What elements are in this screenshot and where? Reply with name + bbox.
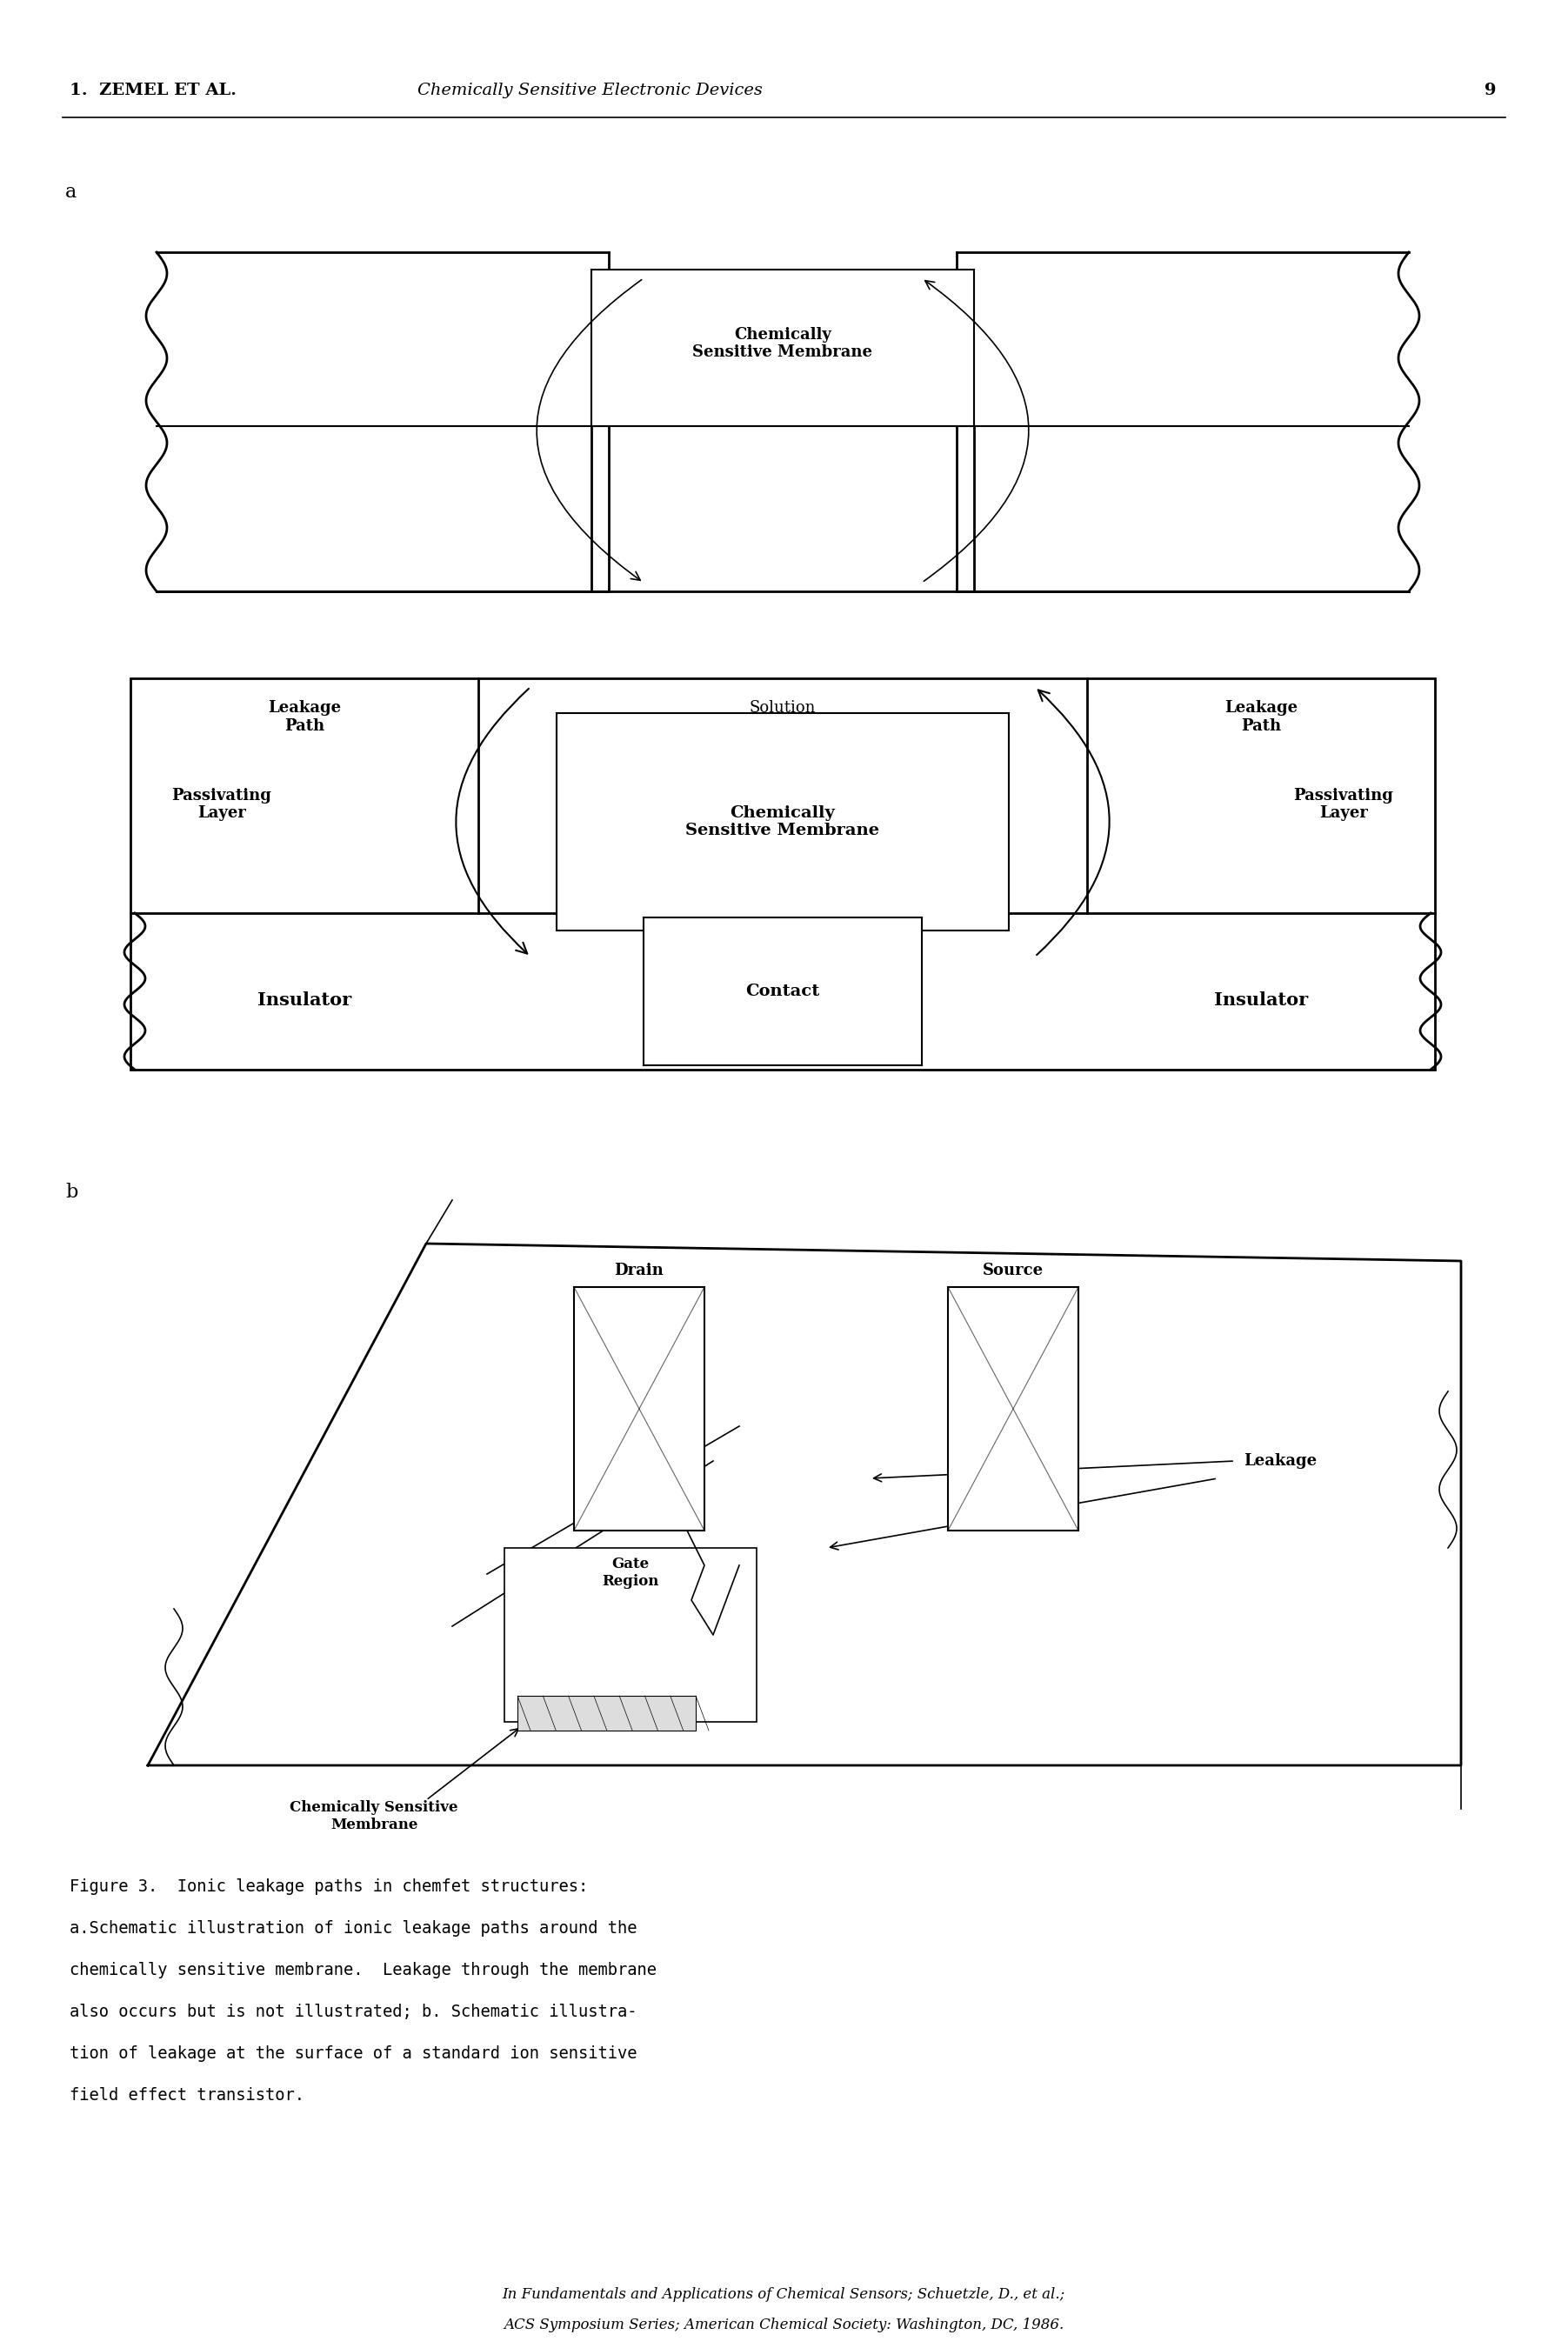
Text: Leakage: Leakage xyxy=(1243,1453,1317,1470)
Text: Chemically
Sensitive Membrane: Chemically Sensitive Membrane xyxy=(685,805,880,838)
Text: Insulator: Insulator xyxy=(1214,991,1308,1010)
Bar xyxy=(505,1547,757,1721)
Bar xyxy=(949,1287,1079,1531)
Bar xyxy=(130,679,1435,1071)
Text: Passivating
Layer: Passivating Layer xyxy=(1294,787,1394,822)
Text: tion of leakage at the surface of a standard ion sensitive: tion of leakage at the surface of a stan… xyxy=(69,2045,637,2062)
Bar xyxy=(517,1695,696,1730)
Text: Figure 3.  Ionic leakage paths in chemfet structures:: Figure 3. Ionic leakage paths in chemfet… xyxy=(69,1878,588,1895)
Text: Chemically
Sensitive Membrane: Chemically Sensitive Membrane xyxy=(693,326,873,359)
Polygon shape xyxy=(147,1244,1461,1766)
Text: Chemically Sensitive
Membrane: Chemically Sensitive Membrane xyxy=(290,1801,458,1831)
Bar xyxy=(591,270,974,425)
Text: 1.  ZEMEL ET AL.: 1. ZEMEL ET AL. xyxy=(69,82,237,99)
Text: field effect transistor.: field effect transistor. xyxy=(69,2087,304,2104)
Text: Passivating
Layer: Passivating Layer xyxy=(172,787,271,822)
Text: 9: 9 xyxy=(1483,82,1496,99)
Text: Source: Source xyxy=(983,1263,1044,1277)
Text: Gate
Region: Gate Region xyxy=(602,1557,659,1590)
Text: also occurs but is not illustrated; b. Schematic illustra-: also occurs but is not illustrated; b. S… xyxy=(69,2003,637,2019)
Text: Solution: Solution xyxy=(750,700,815,716)
Text: Contact: Contact xyxy=(746,984,820,1000)
Bar xyxy=(557,714,1008,930)
Text: b: b xyxy=(66,1183,78,1202)
Text: chemically sensitive membrane.  Leakage through the membrane: chemically sensitive membrane. Leakage t… xyxy=(69,1963,657,1979)
Text: In Fundamentals and Applications of Chemical Sensors; Schuetzle, D., et al.;: In Fundamentals and Applications of Chem… xyxy=(502,2287,1065,2301)
Bar xyxy=(643,918,922,1066)
Text: Drain: Drain xyxy=(615,1263,663,1277)
Text: a: a xyxy=(66,183,77,202)
Text: Insulator: Insulator xyxy=(257,991,351,1010)
Text: Chemically Sensitive Electronic Devices: Chemically Sensitive Electronic Devices xyxy=(417,82,762,99)
Text: ACS Symposium Series; American Chemical Society: Washington, DC, 1986.: ACS Symposium Series; American Chemical … xyxy=(503,2317,1063,2332)
Text: Leakage
Path: Leakage Path xyxy=(1225,700,1298,735)
Text: Leakage
Path: Leakage Path xyxy=(268,700,340,735)
Text: a.Schematic illustration of ionic leakage paths around the: a.Schematic illustration of ionic leakag… xyxy=(69,1921,637,1937)
Bar xyxy=(574,1287,704,1531)
